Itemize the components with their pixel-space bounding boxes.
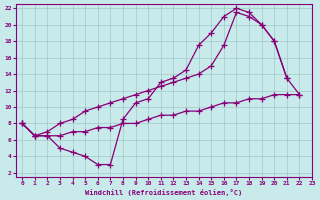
X-axis label: Windchill (Refroidissement éolien,°C): Windchill (Refroidissement éolien,°C) — [85, 189, 243, 196]
